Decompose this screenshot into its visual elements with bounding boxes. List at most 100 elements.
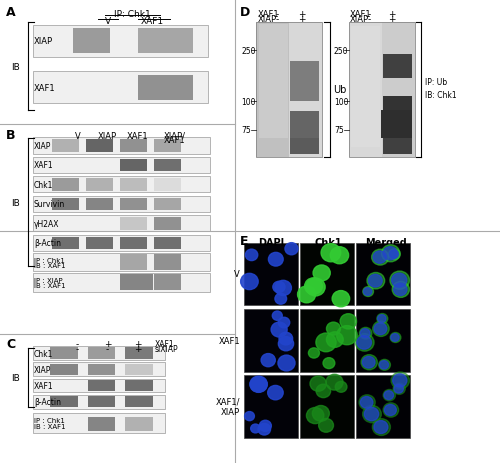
Text: IP: Chk1: IP: Chk1 xyxy=(114,10,151,19)
Text: Chk1: Chk1 xyxy=(34,349,54,358)
Text: IP : XIAP: IP : XIAP xyxy=(34,278,62,283)
Text: XIAP/: XIAP/ xyxy=(164,131,186,140)
Circle shape xyxy=(323,358,335,369)
Bar xyxy=(32,157,210,174)
Bar xyxy=(32,395,165,409)
Text: XAF1: XAF1 xyxy=(34,83,56,93)
Bar xyxy=(86,179,113,191)
Circle shape xyxy=(378,315,386,323)
Bar xyxy=(50,396,78,407)
Text: β-Actin: β-Actin xyxy=(34,239,61,248)
Bar xyxy=(32,363,165,376)
Text: XIAP: XIAP xyxy=(350,15,369,24)
Bar xyxy=(349,23,415,157)
Circle shape xyxy=(316,384,330,398)
Bar xyxy=(50,348,78,359)
Bar xyxy=(125,417,152,431)
Circle shape xyxy=(278,337,293,351)
Circle shape xyxy=(374,323,387,335)
Bar xyxy=(349,23,415,157)
Circle shape xyxy=(383,247,398,260)
Circle shape xyxy=(250,424,260,433)
Circle shape xyxy=(298,286,316,303)
Circle shape xyxy=(380,361,388,369)
Bar xyxy=(32,72,208,104)
Circle shape xyxy=(360,397,373,408)
Bar xyxy=(300,243,354,306)
Text: IP : Chk1: IP : Chk1 xyxy=(34,417,65,423)
Bar xyxy=(52,140,79,152)
Circle shape xyxy=(357,336,372,350)
Bar xyxy=(154,198,181,211)
Bar xyxy=(138,29,192,54)
Circle shape xyxy=(250,376,268,393)
Text: XAF1: XAF1 xyxy=(34,161,54,170)
Bar xyxy=(86,140,113,152)
Circle shape xyxy=(268,386,283,400)
Bar xyxy=(86,237,113,250)
Circle shape xyxy=(383,403,398,417)
Text: IB: IB xyxy=(11,198,20,207)
Text: IB : XAF1: IB : XAF1 xyxy=(34,283,66,288)
Text: -: - xyxy=(368,15,370,24)
Circle shape xyxy=(390,271,409,290)
Circle shape xyxy=(372,419,390,436)
Circle shape xyxy=(244,412,254,421)
Circle shape xyxy=(308,348,320,358)
Bar xyxy=(32,216,210,232)
Circle shape xyxy=(391,334,399,342)
Circle shape xyxy=(312,406,330,421)
Text: +: + xyxy=(298,15,305,24)
Bar xyxy=(256,23,322,157)
Bar xyxy=(154,218,181,230)
Bar xyxy=(120,198,147,211)
Text: E: E xyxy=(240,235,248,248)
Circle shape xyxy=(246,250,258,261)
Text: XAF1: XAF1 xyxy=(141,17,164,26)
Text: +: + xyxy=(298,10,305,19)
Bar xyxy=(50,364,78,375)
Text: IB : XAF1: IB : XAF1 xyxy=(34,423,66,429)
Circle shape xyxy=(382,245,400,262)
Circle shape xyxy=(390,250,398,259)
Circle shape xyxy=(271,322,287,337)
Circle shape xyxy=(261,354,276,367)
Text: B: B xyxy=(6,129,16,142)
Circle shape xyxy=(326,322,340,335)
Bar xyxy=(88,364,115,375)
Circle shape xyxy=(394,385,404,393)
Bar xyxy=(32,274,210,292)
Text: XIAP: XIAP xyxy=(34,142,52,150)
Circle shape xyxy=(279,332,292,345)
Circle shape xyxy=(278,318,289,328)
Bar xyxy=(32,413,165,433)
Text: IB : XAF1: IB : XAF1 xyxy=(34,263,66,268)
Bar xyxy=(154,159,181,172)
Text: XIAP: XIAP xyxy=(258,15,276,24)
Bar xyxy=(120,140,147,152)
Bar xyxy=(349,23,382,157)
Text: IB: Chk1: IB: Chk1 xyxy=(425,90,456,100)
Text: IB: IB xyxy=(11,373,20,382)
Bar xyxy=(290,112,320,139)
Bar xyxy=(88,396,115,407)
Bar xyxy=(244,309,298,372)
Bar xyxy=(138,75,192,100)
Circle shape xyxy=(384,405,396,416)
Circle shape xyxy=(362,357,375,368)
Bar xyxy=(244,375,298,438)
Text: Survivin: Survivin xyxy=(34,200,65,209)
Text: A: A xyxy=(6,6,16,19)
Circle shape xyxy=(340,314,356,329)
Bar xyxy=(154,179,181,191)
Text: +: + xyxy=(388,15,395,24)
Circle shape xyxy=(240,274,258,290)
Text: XAF1/
XIAP: XAF1/ XIAP xyxy=(216,397,240,416)
Bar xyxy=(256,23,289,157)
Circle shape xyxy=(258,424,270,435)
Text: D: D xyxy=(240,6,250,19)
Bar xyxy=(258,25,288,139)
Text: DAPI: DAPI xyxy=(258,238,284,248)
Text: -: - xyxy=(76,339,79,348)
Circle shape xyxy=(304,278,322,294)
